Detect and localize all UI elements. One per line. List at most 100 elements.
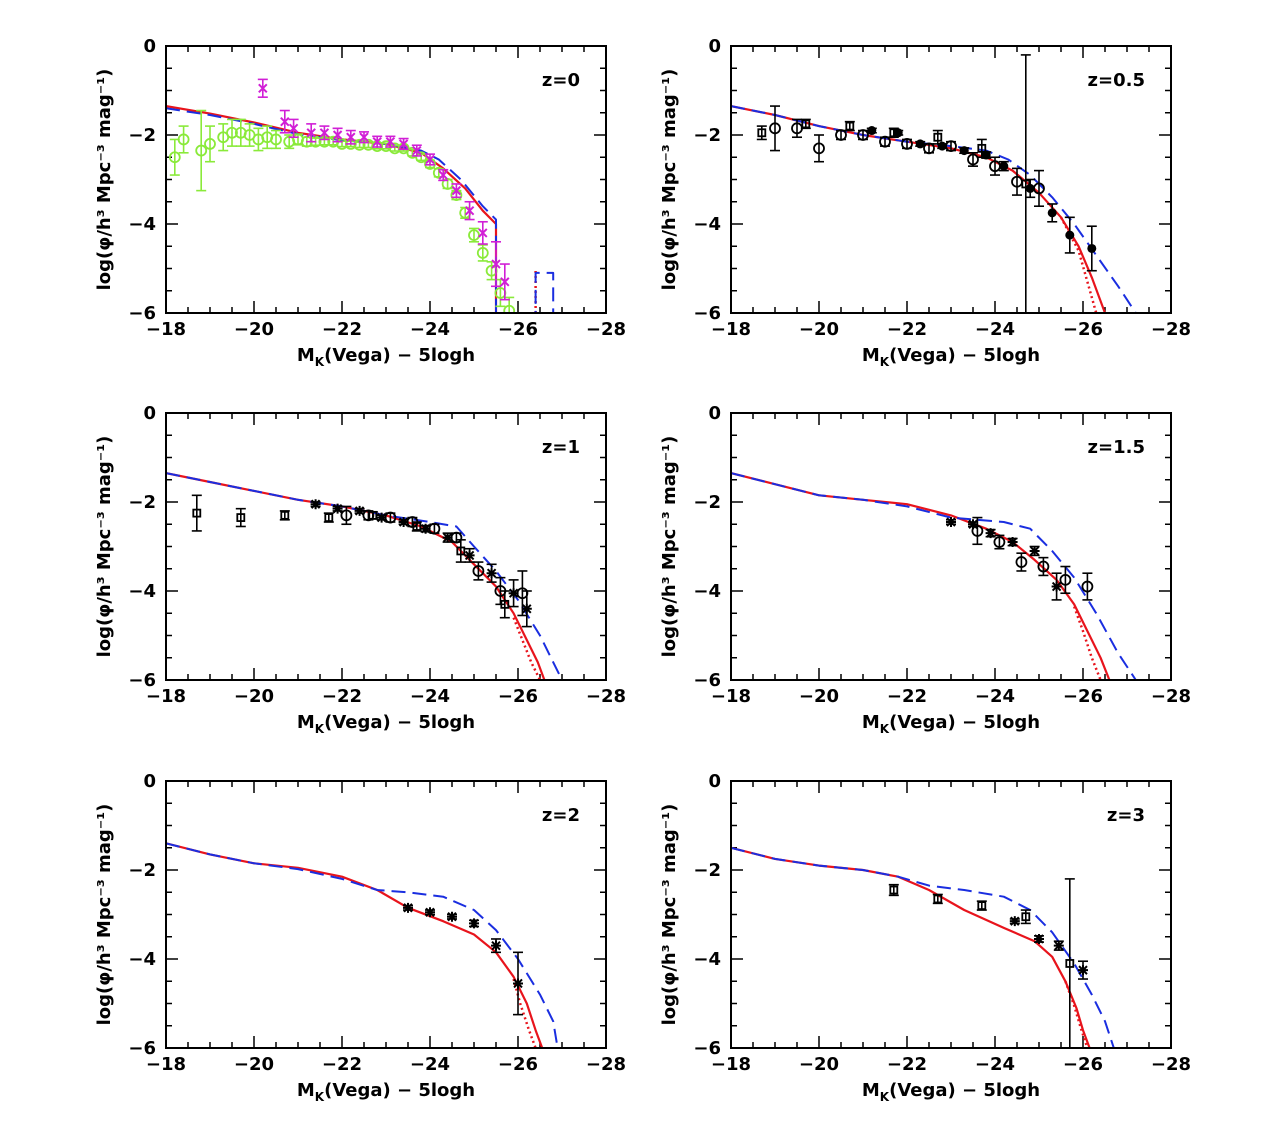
x-tick-label: −24 [975,319,1015,340]
data-point [411,144,422,157]
data-point [403,902,413,913]
marker-open-square [236,513,246,522]
marker-cross [359,132,369,142]
x-tick-label: −18 [711,319,751,340]
data-point [1029,545,1040,557]
data-point [226,118,238,147]
y-axis-label: log(φ/h³ Mpc⁻³ mag⁻¹) [94,69,115,291]
marker-asterisk [420,523,431,534]
x-axis-label: MK(Vega) − 5logh [862,1080,1040,1104]
data-point [1081,572,1094,601]
marker-open-circle [177,133,190,146]
x-tick-label: −20 [799,686,839,707]
y-tick-label: −4 [693,949,721,970]
model-curves [731,472,1137,680]
marker-open-square [280,510,290,520]
plot-frame [165,45,607,314]
data-point [513,951,523,1016]
observations [403,902,523,1016]
marker-cross [500,277,510,287]
data-point [937,141,948,151]
marker-open-circle [362,509,375,522]
x-tick-label: −20 [234,686,274,707]
data-point [968,519,978,530]
x-tick-label: −18 [146,319,186,340]
data-point [372,135,383,148]
data-point [340,505,353,526]
y-tick-label: 0 [708,771,721,792]
redshift-label: z=0 [542,70,580,91]
data-point [486,563,497,583]
x-tick-label: −26 [498,1054,538,1075]
data-point [425,153,435,166]
marker-cross [425,154,435,165]
marker-open-circle [879,135,891,148]
panel-z-0-5: −18 −20 −22 −24 −26 −28 0 −2 −4 −6 MK(Vega) − 5log… [659,36,1191,369]
plot-frame [730,45,1172,314]
data-point [503,296,516,313]
marker-open-circle [503,304,516,313]
x-axis-label: MK(Vega) − 5logh [862,712,1040,736]
y-tick-label: 0 [708,403,721,424]
data-point [901,137,913,150]
y-tick-label: −6 [128,303,156,324]
marker-asterisk [508,588,519,599]
data-point [217,123,230,152]
series-model [731,846,1091,1048]
marker-filled-circle [959,146,969,156]
marker-open-circle [791,122,803,135]
panel-z-3: −18 −20 −22 −24 −26 −28 0 −2 −4 −6 MK(Vega) − 5log… [659,771,1191,1104]
x-tick-label: −22 [887,1054,927,1075]
data-point [451,183,462,199]
x-tick-label: −26 [1063,319,1103,340]
marker-cross [398,139,409,149]
marker-open-circle [353,138,366,151]
marker-asterisk [513,978,523,989]
marker-asterisk [403,902,413,913]
marker-open-square [977,901,987,910]
marker-open-square [1021,912,1031,922]
data-point [932,893,943,905]
marker-filled-circle [1047,208,1057,218]
y-tick-label: −2 [693,860,721,881]
series-model_alt [731,846,1115,1048]
marker-cross [319,128,330,138]
marker-open-square [1065,959,1075,968]
marker-asterisk [310,499,321,510]
marker-asterisk [469,918,479,929]
y-tick-label: −6 [693,303,721,324]
marker-cross [385,136,396,147]
data-point [398,137,409,151]
data-point [1011,167,1023,196]
y-tick-label: −6 [693,1038,721,1059]
data-point [499,263,510,301]
redshift-label: z=0.5 [1088,70,1145,91]
data-point [332,503,343,514]
observations [168,78,516,313]
x-axis-label: MK(Vega) − 5logh [297,712,475,736]
marker-open-circle [923,142,935,155]
marker-asterisk [447,911,457,922]
data-point [985,528,996,539]
marker-open-square [757,128,767,138]
marker-asterisk [376,512,387,523]
marker-cross [464,205,475,216]
data-point [508,579,519,608]
data-point [893,128,904,138]
marker-filled-circle [867,126,877,136]
x-tick-label: −18 [146,1054,186,1075]
data-point [442,532,453,543]
x-tick-label: −28 [586,686,626,707]
data-point [1015,552,1028,572]
y-axis-label: log(φ/h³ Mpc⁻³ mag⁻¹) [94,436,115,658]
marker-filled-circle [981,150,991,160]
x-tick-label: −28 [1151,319,1191,340]
marker-asterisk [425,907,435,918]
data-point [791,118,803,139]
marker-open-square [933,132,943,142]
marker-filled-circle [893,128,903,138]
marker-open-circle [468,229,480,242]
observations [756,54,1097,313]
marker-open-circle [195,144,208,157]
data-point [354,505,365,516]
